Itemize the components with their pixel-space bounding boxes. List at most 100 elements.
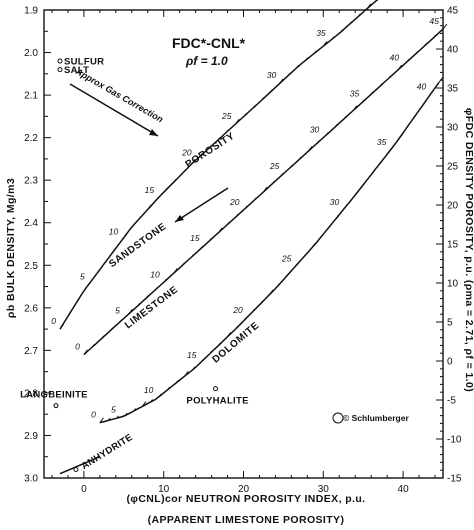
porosity-mark: [99, 417, 104, 423]
porosity-mark: [289, 164, 293, 168]
y2-tick-label: 40: [447, 45, 459, 56]
porosity-mark: [184, 371, 189, 377]
porosity-mark: [379, 161, 382, 165]
mineral-point-sulfur: [57, 58, 63, 64]
porosity-mark: [92, 343, 96, 347]
y-tick-label: 2.6: [24, 303, 38, 314]
porosity-mark: [352, 105, 358, 111]
porosity-number-sandstone: 10: [109, 227, 119, 237]
porosity-mark: [387, 150, 391, 154]
mineral-point-anhydrite: [73, 466, 79, 472]
y2-tick-label: 20: [447, 201, 459, 212]
x-tick-label: 30: [318, 484, 330, 495]
curve-name-limestone: LIMESTONE: [123, 284, 180, 331]
porosity-mark: [252, 309, 255, 313]
porosity-mark: [263, 186, 268, 193]
porosity-mark: [182, 170, 186, 174]
porosity-mark: [334, 124, 338, 128]
porosity-mark: [156, 197, 159, 201]
y-tick-label: 2.2: [24, 133, 38, 144]
porosity-mark: [209, 350, 213, 354]
porosity-number-limestone: 0: [75, 342, 80, 352]
porosity-mark: [218, 227, 223, 233]
x-axis-title: (φCNL)cor NEUTRON POROSITY INDEX, p.u.: [127, 493, 366, 505]
y2-tick-label: 35: [447, 84, 459, 95]
porosity-mark: [358, 13, 361, 17]
porosity-number-sandstone: 35: [316, 28, 326, 38]
mineral-label-langbeinite: LANGBEINITE: [20, 390, 88, 401]
porosity-mark: [68, 312, 71, 316]
porosity-mark: [285, 273, 289, 277]
y2-tick-label: -15: [447, 474, 462, 485]
porosity-mark: [269, 289, 274, 296]
porosity-mark: [314, 50, 317, 54]
porosity-mark: [279, 78, 284, 85]
porosity-mark: [112, 249, 115, 253]
porosity-mark: [200, 246, 203, 250]
porosity-mark: [191, 158, 196, 165]
mineral-point-salt: [57, 67, 63, 73]
porosity-mark: [362, 182, 365, 186]
porosity-mark: [353, 191, 359, 197]
porosity-number-sandstone: 30: [267, 70, 277, 80]
porosity-number-limestone: 40: [390, 52, 400, 62]
y2-tick-label: 5: [447, 318, 453, 329]
y-tick-label: 2.9: [24, 431, 38, 442]
porosity-mark: [128, 308, 133, 315]
porosity-mark: [396, 136, 401, 143]
porosity-mark: [245, 205, 248, 209]
porosity-mark: [316, 140, 320, 144]
porosity-mark: [336, 214, 340, 218]
mineral-label-salt: SALT: [64, 65, 89, 76]
porosity-mark: [325, 132, 329, 136]
porosity-mark: [116, 415, 120, 419]
chart-title: FDC*-CNL*: [172, 35, 246, 51]
y2-tick-label: 30: [447, 123, 459, 134]
porosity-mark: [137, 303, 140, 307]
mineral-label-anhydrite: ANHYDRITE: [80, 432, 135, 472]
porosity-mark: [59, 323, 64, 330]
x-tick-label: 10: [158, 484, 170, 495]
porosity-mark: [147, 204, 152, 210]
x-tick-label: 20: [238, 484, 250, 495]
porosity-mark: [201, 358, 204, 362]
porosity-mark: [217, 137, 221, 141]
x-tick-label: 0: [81, 484, 87, 495]
porosity-mark: [226, 332, 232, 338]
porosity-mark: [388, 75, 392, 79]
gas-correction-arrow: [69, 83, 159, 137]
porosity-mark: [345, 203, 348, 207]
porosity-number-dolomite: 25: [281, 253, 292, 263]
porosity-number-sandstone: 15: [145, 185, 155, 195]
anhydrite-underline: [59, 456, 101, 475]
porosity-mark: [243, 317, 247, 321]
axis-ticks: 0 10 20 30 40 1.9 2.0 2.1 2.2 2.3 2.4 2.5 2.6 2.7 2.8 2…: [24, 6, 462, 496]
porosity-number-dolomite: 15: [187, 350, 197, 360]
porosity-mark: [138, 216, 142, 220]
porosity-mark: [349, 21, 352, 25]
x-axis-subtitle: (APPARENT LIMESTONE POROSITY): [148, 514, 345, 526]
porosity-mark: [175, 380, 179, 384]
y2-tick-label: 45: [447, 6, 459, 17]
mineral-label-polyhalite: POLYHALITE: [186, 396, 248, 407]
porosity-mark: [182, 262, 185, 266]
porosity-mark: [209, 238, 212, 242]
x-tick-label: 40: [398, 484, 410, 495]
porosity-mark: [319, 235, 323, 239]
curve-sandstone: [59, 0, 379, 330]
porosity-number-sandstone: 20: [181, 147, 192, 157]
porosity-mark: [192, 366, 196, 370]
porosity-mark: [343, 115, 347, 119]
porosity-mark: [433, 34, 437, 38]
porosity-mark: [331, 36, 335, 40]
y-tick-label: 2.4: [24, 218, 38, 229]
y-tick-label: 1.9: [24, 6, 38, 17]
porosity-mark: [340, 29, 344, 33]
porosity-mark: [442, 24, 448, 30]
porosity-mark: [208, 145, 212, 149]
porosity-mark: [141, 401, 147, 407]
porosity-number-limestone: 35: [350, 88, 360, 98]
porosity-label: POROSITY: [184, 131, 237, 171]
porosity-mark: [218, 342, 221, 346]
y-tick-label: 2.7: [24, 346, 38, 357]
